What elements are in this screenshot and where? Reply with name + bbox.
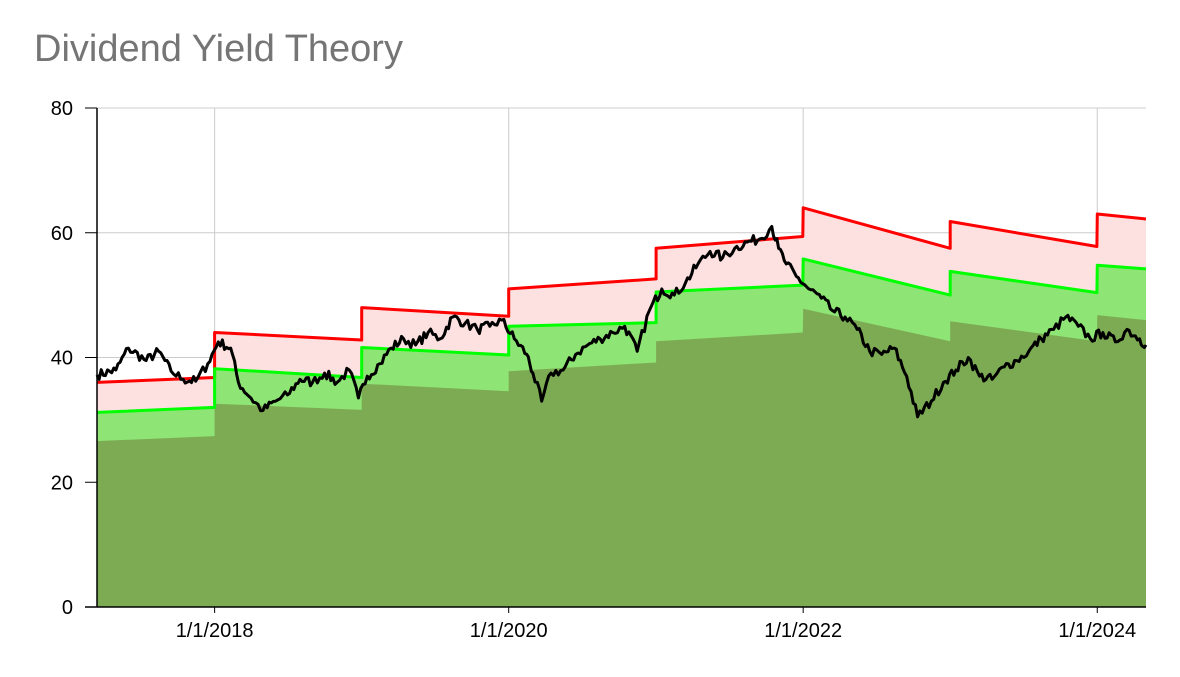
x-tick-label: 1/1/2024 — [1058, 620, 1136, 642]
upper-bound-line — [96, 206, 1147, 384]
y-tick-label: 40 — [51, 348, 73, 370]
y-tick-label: 80 — [51, 98, 73, 120]
valuation-bands — [97, 207, 1146, 608]
price-line — [95, 225, 1148, 419]
y-tick-label: 20 — [51, 472, 73, 494]
series-lines — [95, 206, 1148, 419]
x-tick-label: 1/1/2022 — [764, 620, 842, 642]
chart-title: Dividend Yield Theory — [34, 28, 403, 70]
y-tick-label: 0 — [62, 597, 73, 619]
x-tick-label: 1/1/2018 — [176, 620, 254, 642]
tick-labels: 0 20 40 60 80 1/1/2018 1/1/2020 1/1/2022 1/1/202… — [51, 98, 1136, 642]
x-tick-label: 1/1/2020 — [470, 620, 548, 642]
axes — [85, 107, 1146, 613]
middle-bound-line — [96, 257, 1147, 414]
y-tick-label: 60 — [51, 223, 73, 245]
undervalued-band-area — [97, 308, 1146, 607]
